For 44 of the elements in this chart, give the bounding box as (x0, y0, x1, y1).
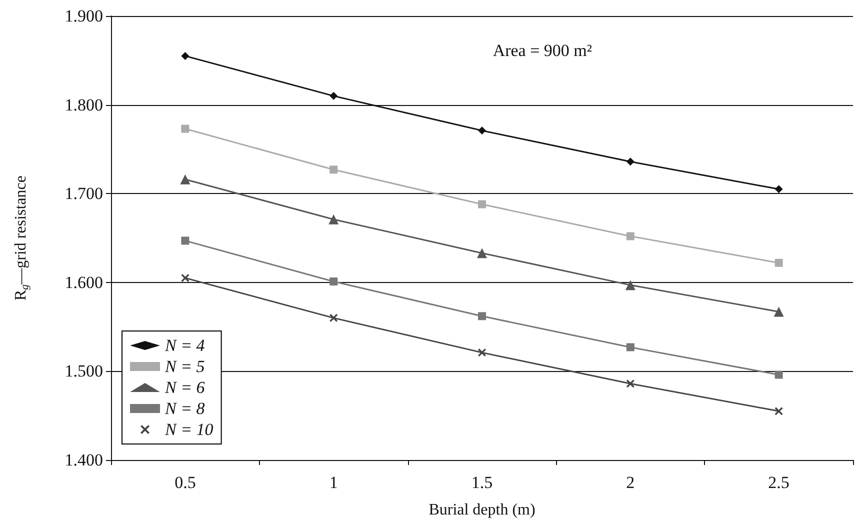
point (330, 278, 338, 286)
point (626, 380, 634, 388)
point (180, 174, 190, 184)
y-tick-label: 1.900 (64, 6, 103, 26)
annotation: Area = 900 m² (492, 41, 592, 60)
point (626, 158, 634, 166)
point (181, 274, 190, 282)
x-tick-label: 1 (329, 473, 338, 492)
point (478, 312, 486, 320)
point (774, 407, 783, 416)
point (625, 280, 636, 290)
legend-label: N = 6 (164, 378, 206, 397)
point (328, 214, 339, 224)
point (478, 126, 486, 135)
y-tick-label: 1.500 (64, 362, 103, 381)
legend-label: N = 8 (164, 399, 206, 418)
point (330, 166, 338, 174)
point (181, 236, 190, 245)
point (330, 92, 338, 100)
point (626, 232, 634, 240)
y-tick-label: 1.700 (64, 184, 103, 204)
legend-label: N = 4 (164, 336, 206, 355)
point (774, 370, 783, 379)
y-tick-label: 1.400 (64, 450, 103, 470)
point (626, 343, 634, 352)
point (774, 258, 783, 267)
point (181, 124, 190, 133)
x-tick-label: 2.5 (768, 473, 790, 492)
y-axis-title: Rg—grid resistance (12, 175, 31, 301)
legend-label: N = 5 (164, 357, 205, 376)
point (477, 248, 487, 258)
point (774, 306, 784, 317)
point (478, 348, 486, 357)
point (478, 200, 486, 208)
x-tick-label: 1.5 (471, 473, 493, 492)
x-tick-label: 0.5 (174, 473, 196, 492)
point (774, 185, 783, 194)
y-tick-label: 1.600 (64, 272, 103, 292)
point (330, 314, 338, 322)
x-axis-title: Burial depth (m) (428, 502, 536, 518)
x-tick-label: 2 (626, 473, 635, 492)
y-tick-label: 1.800 (64, 95, 103, 114)
point (181, 52, 190, 60)
legend-label: N = 10 (164, 420, 214, 439)
